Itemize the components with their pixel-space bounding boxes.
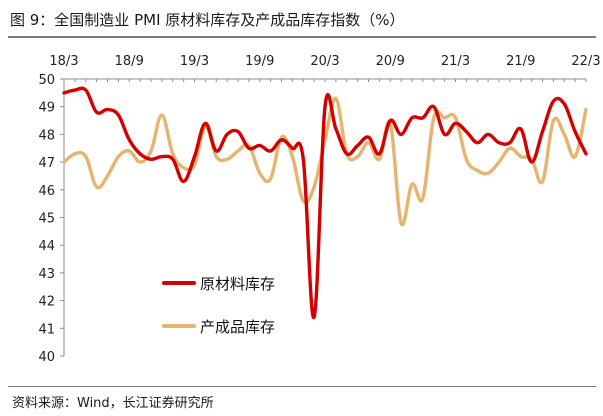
y-tick-label: 44 — [38, 239, 55, 254]
figure-title: 图 9：全国制造业 PMI 原材料库存及产成品库存指数（%） — [10, 11, 405, 29]
x-tick-label: 22/3 — [571, 54, 600, 69]
y-tick-label: 47 — [38, 156, 55, 171]
legend-label: 原材料库存 — [200, 275, 275, 293]
source-note: 资料来源：Wind，长江证券研究所 — [12, 396, 214, 411]
x-tick-label: 18/9 — [115, 54, 144, 69]
y-tick-label: 46 — [38, 184, 55, 199]
plot-area: 40 41 42 43 44 45 46 47 48 49 50 18/3 18/9 19/3 19/9 20… — [38, 54, 600, 365]
y-tick-label: 42 — [38, 295, 55, 310]
y-tick-label: 50 — [38, 73, 55, 88]
title-divider — [8, 36, 596, 38]
x-tick-label: 19/9 — [245, 54, 274, 69]
x-tick-label: 20/3 — [310, 54, 339, 69]
y-tick-label: 45 — [38, 212, 55, 227]
series-line-finished-goods-inventory — [62, 96, 588, 227]
x-tick-label: 18/3 — [49, 54, 78, 69]
y-tick-label: 43 — [38, 267, 55, 282]
series-line-raw-material-inventory — [62, 86, 588, 319]
x-tick-label: 19/3 — [180, 54, 209, 69]
legend-label: 产成品库存 — [200, 318, 275, 336]
x-tick-label: 21/3 — [441, 54, 470, 69]
y-tick-label: 49 — [38, 101, 55, 116]
y-tick-label: 48 — [38, 128, 55, 143]
y-tick-label: 40 — [38, 350, 55, 365]
y-tick-label: 41 — [38, 322, 55, 337]
bottom-divider — [8, 386, 596, 387]
x-tick-label: 21/9 — [506, 54, 535, 69]
x-tick-label: 20/9 — [376, 54, 405, 69]
